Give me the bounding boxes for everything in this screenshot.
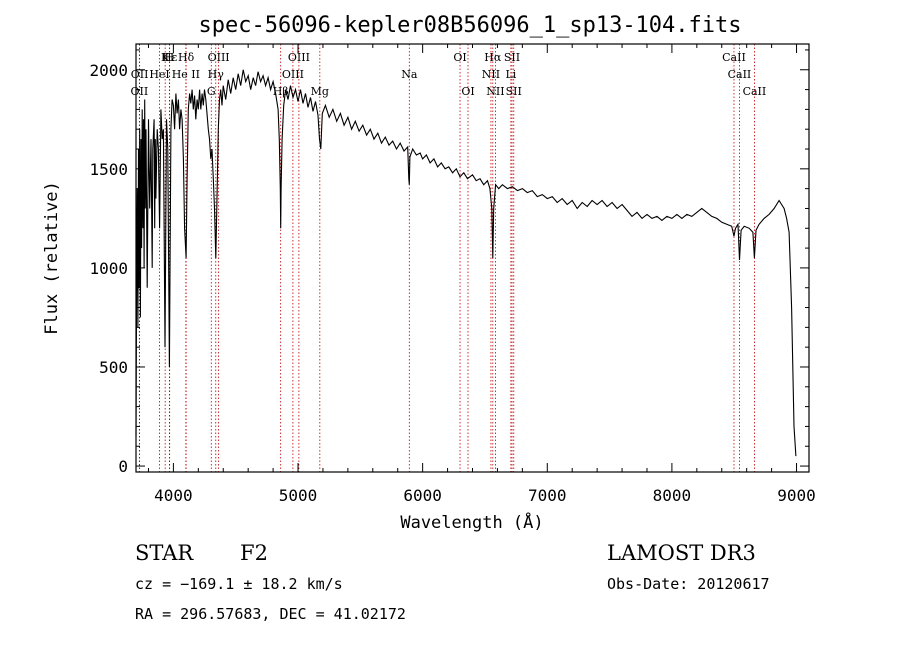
plot-frame: [135, 43, 810, 473]
spectral-line-label: OIII: [282, 68, 304, 81]
sky-coordinates: RA = 296.57683, DEC = 41.02172: [135, 605, 406, 623]
y-axis-label: Flux (relative): [42, 181, 62, 335]
spectral-line-label: Li: [505, 68, 516, 81]
x-tick-label: 6000: [403, 486, 442, 505]
spectral-line-label: OII: [131, 85, 149, 98]
spectral-line-label: Hε: [162, 51, 178, 64]
spectral-line-label: Hα: [484, 51, 502, 64]
y-tick-label: 1500: [89, 160, 128, 179]
x-axis-label: Wavelength (Å): [400, 511, 543, 533]
x-tick-label: 5000: [279, 486, 318, 505]
spectral-line-label: CaII: [722, 51, 746, 64]
y-tick-label: 0: [118, 457, 128, 476]
spectral-line-markers: [138, 44, 755, 472]
y-tick-label: 500: [99, 358, 128, 377]
spectral-line-label: OI: [461, 85, 474, 98]
survey-name: LAMOST DR3: [607, 541, 756, 565]
spectrum-series-line: [135, 69, 797, 457]
object-class: STAR: [135, 541, 194, 565]
chart-title: spec-56096-kepler08B56096_1_sp13-104.fit…: [198, 13, 741, 38]
spectral-line-label: Hγ: [208, 68, 225, 81]
spectral-line-label: CaII: [743, 85, 767, 98]
spectral-line-label: OIII: [288, 51, 310, 64]
spectral-line-label: NII: [482, 68, 500, 81]
y-axis-ticks: 0 500 1000 1500 2000: [89, 49, 809, 476]
observation-date: Obs-Date: 20120617: [607, 575, 770, 593]
object-subclass: F2: [240, 541, 268, 565]
x-tick-label: 8000: [653, 486, 692, 505]
spectral-line-label: CaII: [728, 68, 752, 81]
spectral-line-label: SII: [506, 85, 522, 98]
redshift-velocity: cz = −169.1 ± 18.2 km/s: [135, 575, 343, 593]
y-tick-label: 1000: [89, 259, 128, 278]
spectral-line-label: NII: [486, 85, 504, 98]
x-tick-label: 7000: [528, 486, 567, 505]
spectral-line-label: H: [165, 51, 175, 64]
spectral-line-label: Hδ: [178, 51, 195, 64]
spectral-line-label: Na: [401, 68, 418, 81]
spectral-line-label: HeI: [149, 68, 169, 81]
spectral-line-label: He II: [172, 68, 200, 81]
spectral-line-label: OIII: [208, 51, 230, 64]
spectral-line-label: Mg: [311, 85, 329, 98]
spectral-line-label: OII: [131, 68, 149, 81]
x-axis-ticks: 4000 5000 6000 7000 8000 9000: [147, 44, 816, 505]
spectral-line-label: SII: [504, 51, 520, 64]
spectral-line-label: OI: [453, 51, 466, 64]
spectral-line-label: K: [161, 51, 170, 64]
x-tick-label: 4000: [154, 486, 193, 505]
x-tick-label: 9000: [777, 486, 816, 505]
spectral-line-label: G: [207, 85, 216, 98]
y-tick-label: 2000: [89, 61, 128, 80]
